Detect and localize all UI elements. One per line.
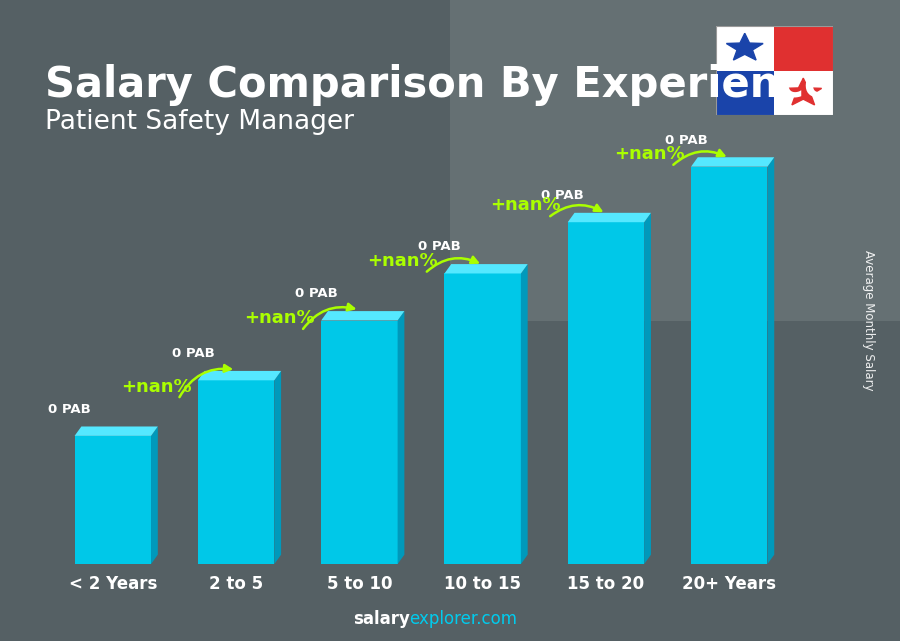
Text: +nan%: +nan%: [614, 145, 684, 163]
Text: Patient Safety Manager: Patient Safety Manager: [45, 109, 354, 135]
Text: +nan%: +nan%: [491, 196, 561, 214]
Polygon shape: [768, 157, 774, 564]
Bar: [75, 436, 151, 564]
Polygon shape: [691, 157, 774, 167]
Text: Average Monthly Salary: Average Monthly Salary: [862, 250, 875, 391]
Polygon shape: [644, 213, 651, 564]
Bar: [445, 274, 521, 564]
Text: 0 PAB: 0 PAB: [295, 287, 338, 301]
Polygon shape: [75, 426, 158, 436]
Polygon shape: [726, 33, 763, 60]
Bar: [450, 0, 900, 320]
Polygon shape: [198, 371, 281, 380]
Polygon shape: [785, 78, 822, 105]
Bar: [691, 167, 768, 564]
Polygon shape: [151, 426, 158, 564]
Text: +nan%: +nan%: [244, 310, 315, 328]
Text: +nan%: +nan%: [121, 378, 192, 395]
Polygon shape: [321, 311, 404, 320]
Text: 0 PAB: 0 PAB: [418, 240, 461, 253]
Bar: [716, 71, 774, 115]
Polygon shape: [398, 311, 404, 564]
Text: 0 PAB: 0 PAB: [542, 189, 584, 202]
Polygon shape: [445, 264, 527, 274]
Bar: [321, 320, 398, 564]
Text: Salary Comparison By Experience: Salary Comparison By Experience: [45, 64, 832, 106]
Text: salary: salary: [353, 610, 410, 628]
Text: 0 PAB: 0 PAB: [172, 347, 214, 360]
Bar: [198, 380, 274, 564]
Bar: [568, 222, 644, 564]
Text: 0 PAB: 0 PAB: [49, 403, 91, 416]
Text: explorer.com: explorer.com: [410, 610, 518, 628]
Bar: [774, 71, 832, 115]
Text: +nan%: +nan%: [367, 252, 437, 270]
Polygon shape: [274, 371, 281, 564]
Polygon shape: [568, 213, 651, 222]
Polygon shape: [521, 264, 527, 564]
Bar: [774, 26, 832, 71]
Text: 0 PAB: 0 PAB: [665, 133, 707, 147]
Bar: [716, 26, 774, 71]
